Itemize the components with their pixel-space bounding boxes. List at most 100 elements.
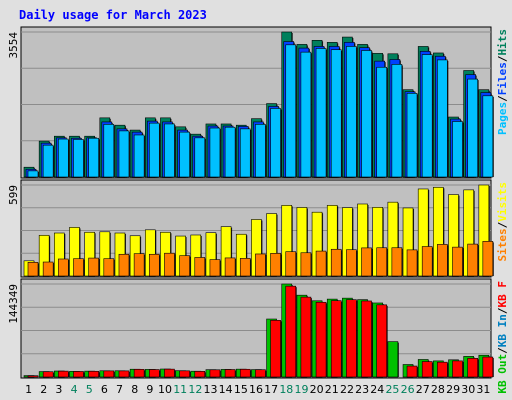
bar-sites — [103, 258, 115, 277]
bar-pages — [88, 137, 99, 178]
x-tick-label-day-8: 8 — [131, 383, 138, 396]
x-tick-label-day-16: 16 — [249, 383, 263, 396]
bar-pages — [285, 44, 297, 178]
legend-entry: Pages — [496, 102, 509, 135]
legend-entry: Sites — [496, 228, 509, 261]
x-tick-label-day-31: 31 — [476, 383, 490, 396]
bar-kb-f — [255, 369, 266, 378]
bar-kb-f — [27, 375, 39, 378]
bar-sites — [164, 252, 175, 277]
x-tick-label-day-11: 11 — [173, 383, 187, 396]
x-tick-label-day-6: 6 — [101, 383, 108, 396]
legend-entry: KB In — [496, 314, 509, 347]
x-tick-label-day-29: 29 — [446, 383, 460, 396]
y-axis-max-label: 599 — [7, 185, 20, 205]
bar-kb-f — [467, 358, 478, 378]
bar-kb-f — [330, 300, 342, 378]
bar-sites — [255, 253, 266, 277]
legend-entry: / — [496, 221, 509, 228]
bar-kb-f — [133, 369, 145, 378]
x-tick-label-day-10: 10 — [158, 383, 172, 396]
panel-3-background — [20, 278, 492, 379]
bar-kb-f — [300, 296, 312, 378]
bar-sites — [437, 244, 448, 277]
bar-kb-f — [103, 370, 115, 378]
bar-sites — [42, 261, 54, 277]
bar-kb-f — [179, 370, 190, 378]
x-tick-label-day-19: 19 — [294, 383, 308, 396]
bar-pages — [179, 131, 190, 178]
bar-sites — [58, 258, 69, 277]
bar-sites — [270, 253, 281, 277]
x-tick-label-day-12: 12 — [188, 383, 202, 396]
bar-pages — [58, 138, 69, 178]
legend-entry: Files — [496, 62, 509, 95]
bar-sites — [194, 257, 206, 277]
bar-pages — [255, 124, 266, 178]
bar-sites — [88, 257, 99, 277]
bar-kb-f — [361, 300, 372, 378]
bar-pages — [27, 170, 39, 178]
x-axis-labels: 1 2 3 4 5 6 7 8 9 10 11 12 13 14 15 16 17 18 19 20 21 22 23 24 2… — [25, 383, 490, 396]
panel-legend: Sites/Visits — [496, 182, 509, 262]
bar-sites — [73, 258, 84, 277]
bar-pages — [421, 54, 433, 178]
bar-kb-f — [118, 370, 130, 378]
bar-sites — [376, 247, 388, 277]
bar-pages — [270, 108, 281, 178]
bar-pages — [437, 59, 448, 178]
bar-pages — [330, 49, 342, 178]
x-tick-label-day-22: 22 — [340, 383, 354, 396]
bar-kb-f — [346, 299, 357, 378]
bar-kb-f — [270, 320, 281, 378]
bar-sites — [285, 251, 297, 277]
bar-pages — [391, 64, 403, 178]
y-axis-max-label: 144349 — [7, 284, 20, 324]
x-tick-label-day-21: 21 — [325, 383, 339, 396]
x-tick-label-day-28: 28 — [431, 383, 445, 396]
bar-kb-f — [376, 304, 388, 378]
bar-kb-f — [58, 370, 69, 378]
legend-entry: / — [496, 347, 509, 354]
bar-pages — [133, 134, 145, 178]
panel-legend: Pages/Files/Hits — [496, 29, 509, 135]
bar-kb-f — [148, 369, 160, 378]
bar-pages — [42, 144, 54, 178]
bar-kb-f — [315, 301, 327, 378]
x-tick-label-day-23: 23 — [355, 383, 369, 396]
bar-sites — [467, 243, 478, 277]
bar-pages — [452, 121, 463, 178]
legend-entry: / — [496, 307, 509, 314]
bar-kb-f — [482, 356, 494, 378]
bar-sites — [300, 252, 312, 277]
bar-kb-f — [285, 285, 297, 378]
legend-entry: / — [496, 55, 509, 62]
bar-pages — [224, 126, 236, 178]
x-tick-label-day-13: 13 — [204, 383, 218, 396]
legend-entry: KB F — [496, 281, 509, 308]
x-tick-label-day-20: 20 — [310, 383, 324, 396]
x-tick-label-day-1: 1 — [25, 383, 32, 396]
x-tick-label-day-24: 24 — [370, 383, 384, 396]
chart-title: Daily usage for March 2023 — [19, 8, 207, 22]
bar-pages — [209, 127, 221, 178]
bar-kb-f — [164, 368, 175, 378]
x-tick-label-day-15: 15 — [234, 383, 248, 396]
panel-2: 599 Sites/Visits — [7, 179, 509, 278]
chart-panels: 3554Pages/Files/Hits599Sites/Visits14434… — [7, 26, 509, 394]
bar-kb-f — [437, 361, 448, 378]
legend-entry: Hits — [496, 29, 509, 56]
bar-pages — [376, 66, 388, 178]
legend-entry: KB Out — [496, 354, 509, 394]
x-tick-label-day-30: 30 — [461, 383, 475, 396]
bar-sites — [209, 259, 221, 277]
bar-pages — [73, 139, 84, 178]
legend-entry: Visits — [496, 182, 509, 222]
bar-sites — [133, 253, 145, 277]
bar-pages — [482, 95, 494, 178]
bar-sites — [330, 248, 342, 277]
bar-pages — [300, 51, 312, 178]
bar-kb-f — [239, 368, 251, 378]
